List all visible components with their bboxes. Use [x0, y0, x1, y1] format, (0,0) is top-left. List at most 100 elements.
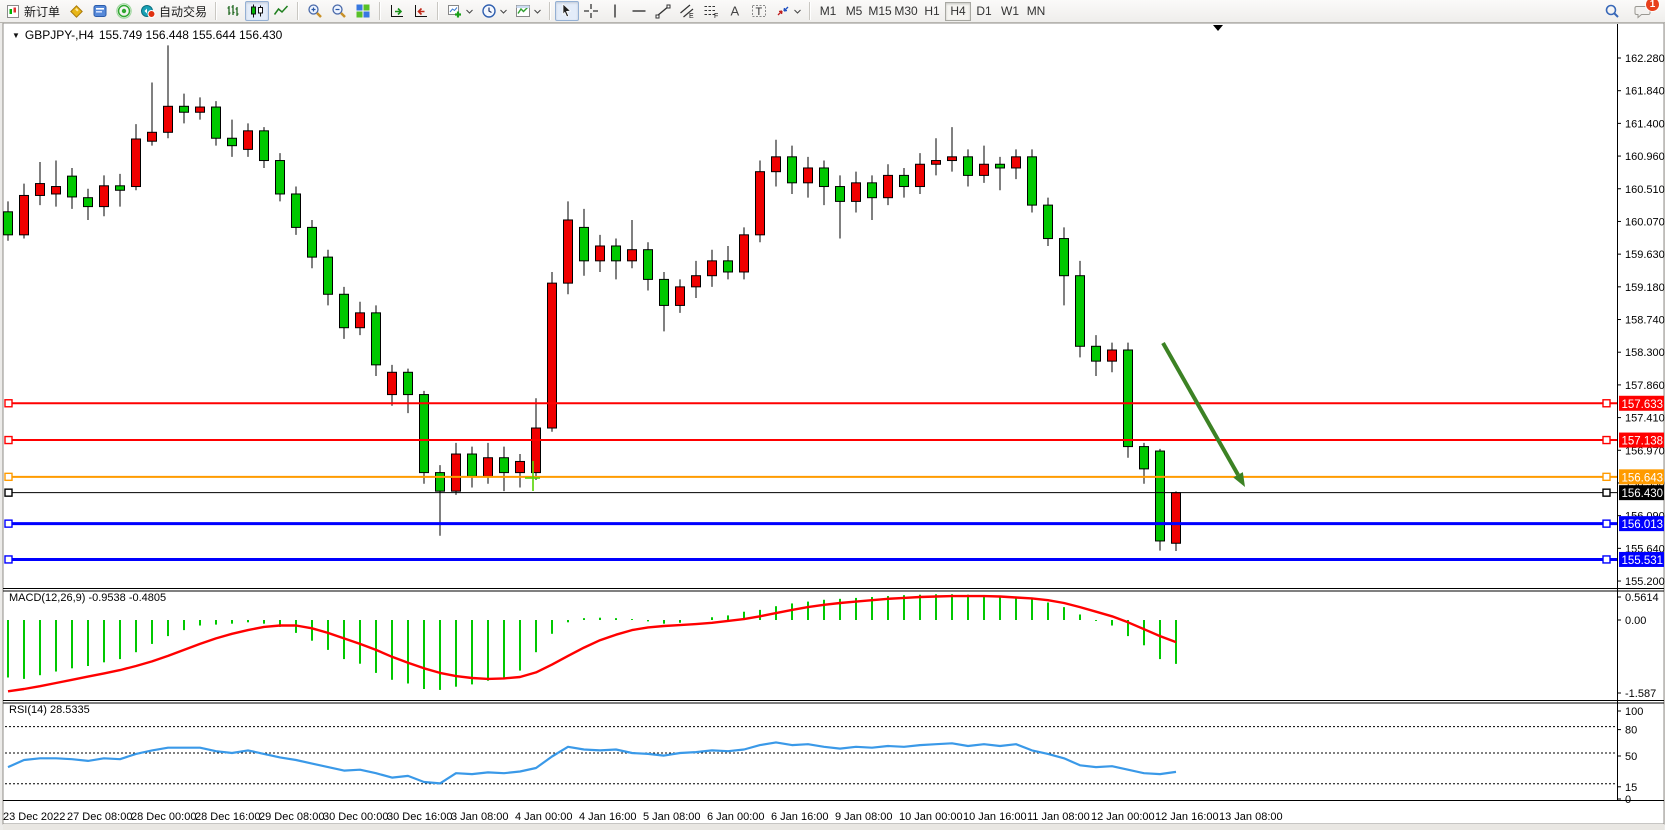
level-handle[interactable]: [4, 472, 13, 482]
toolbar-separator: [379, 2, 382, 20]
candle-body: [227, 137, 237, 147]
level-price-badge: 157.138: [1619, 432, 1664, 448]
gold-symbol-button[interactable]: [64, 1, 88, 21]
candle-body: [835, 186, 845, 202]
horizontal-line-tool-button[interactable]: [627, 1, 651, 21]
level-handle[interactable]: [4, 555, 13, 564]
timeframe-label: M5: [845, 4, 863, 18]
level-handle[interactable]: [1602, 435, 1611, 445]
level-price-badge-box: [1619, 395, 1664, 411]
timeframe-d1[interactable]: D1: [971, 2, 997, 21]
timeframe-m5[interactable]: M5: [841, 2, 867, 21]
fibonacci-tool-button[interactable]: F: [699, 1, 723, 21]
candle-body: [291, 193, 301, 228]
timeframe-w1[interactable]: W1: [997, 2, 1023, 21]
text-tool-button[interactable]: A: [723, 1, 747, 21]
text-label-tool-button[interactable]: T: [747, 1, 771, 21]
template-dropdown[interactable]: [511, 1, 545, 21]
level-handle[interactable]: [4, 399, 13, 408]
auto-trading-icon: [140, 3, 156, 19]
timeframe-h4[interactable]: H4: [945, 1, 972, 21]
equidistant-channel-tool-button[interactable]: E: [675, 1, 699, 21]
arrows-dropdown[interactable]: [771, 1, 805, 21]
cursor-icon: [559, 3, 575, 19]
time-tick-label: 12 Jan 00:00: [1091, 811, 1155, 823]
zoom-out-button[interactable]: [327, 1, 351, 21]
period-dropdown[interactable]: [477, 1, 511, 21]
price-tick-label: 160.960: [1625, 151, 1665, 163]
zoom-in-button[interactable]: [303, 1, 327, 21]
price-axis[interactable]: 162.280 161.840 161.400 160.960 160.510 160.0…: [1617, 24, 1665, 806]
cursor-tool-button[interactable]: [555, 1, 580, 21]
timeframe-m1[interactable]: M1: [815, 2, 841, 21]
timeframe-m30[interactable]: M30: [893, 2, 919, 21]
time-tick-label: 10 Jan 00:00: [899, 811, 963, 823]
candle-body: [419, 394, 429, 474]
timeframe-label: MN: [1026, 4, 1046, 18]
bar-chart-button[interactable]: [221, 1, 245, 21]
timeframe-mn[interactable]: MN: [1023, 2, 1049, 21]
arrow-objects-icon: [775, 3, 791, 19]
trend-arrow[interactable]: [1161, 342, 1240, 476]
trendline-tool-button[interactable]: [651, 1, 675, 21]
search-button[interactable]: [1600, 1, 1624, 21]
candle-body: [643, 249, 653, 280]
signal-button[interactable]: [112, 1, 136, 21]
line-chart-button[interactable]: [269, 1, 293, 21]
chart-shift-marker[interactable]: [1213, 25, 1223, 31]
level-handle[interactable]: [1602, 472, 1611, 482]
level-price-badge: 155.531: [1619, 551, 1664, 567]
level-handle[interactable]: [4, 519, 13, 528]
price-tick-label: 162.280: [1625, 53, 1665, 65]
candle-body: [627, 249, 637, 262]
auto-scroll-button[interactable]: [385, 1, 409, 21]
timeframe-h1[interactable]: H1: [919, 2, 945, 21]
auto-trading-label: 自动交易: [159, 4, 208, 19]
level-price-badge-box: [1619, 551, 1664, 567]
new-order-button[interactable]: 新订单: [2, 1, 64, 21]
level-handle[interactable]: [1602, 555, 1611, 564]
chart-shift-button[interactable]: [409, 1, 433, 21]
candle-body: [1043, 204, 1053, 240]
signal-broadcast-icon: [116, 3, 132, 19]
level-handle[interactable]: [1602, 399, 1611, 408]
candle-body: [707, 260, 717, 277]
timeframe-label: M1: [819, 4, 837, 18]
auto-trading-button[interactable]: 自动交易: [136, 1, 211, 21]
price-tick-label: 160.510: [1625, 184, 1665, 196]
editor-button[interactable]: [88, 1, 112, 21]
horizontal-levels: [4, 399, 1617, 564]
horizontal-line-icon: [631, 3, 647, 19]
level-price-badge-text: 157.138: [1622, 436, 1664, 448]
tile-windows-button[interactable]: [351, 1, 375, 21]
timeframe-m15[interactable]: M15: [867, 2, 893, 21]
candle-body: [755, 171, 765, 236]
candle-body: [83, 197, 93, 208]
candle-body: [883, 174, 893, 199]
time-tick-label: 28 Dec 16:00: [195, 811, 260, 823]
toolbar-right-group: 1: [1600, 0, 1663, 21]
level-handle[interactable]: [1602, 519, 1611, 528]
candle-body: [739, 234, 749, 273]
notifications-button[interactable]: 1: [1630, 0, 1660, 21]
candle-body: [99, 185, 109, 208]
candlestick-chart-button[interactable]: [245, 1, 270, 21]
candle-body: [371, 312, 381, 366]
new-chart-dropdown[interactable]: [443, 1, 477, 21]
vertical-line-tool-button[interactable]: [603, 1, 627, 21]
level-handle[interactable]: [4, 488, 13, 497]
time-tick-label: 3 Jan 08:00: [451, 811, 509, 823]
crosshair-tool-button[interactable]: [579, 1, 603, 21]
candle-body: [115, 185, 125, 191]
level-handle[interactable]: [1602, 488, 1611, 497]
timeframe-label: H1: [924, 4, 940, 18]
level-price-badge: 156.643: [1619, 469, 1664, 485]
time-tick-label: 13 Jan 08:00: [1219, 811, 1283, 823]
candle-body: [1171, 492, 1181, 544]
toolbar-separator: [809, 2, 812, 20]
level-handle[interactable]: [4, 435, 13, 445]
toolbar-separator: [297, 2, 300, 20]
